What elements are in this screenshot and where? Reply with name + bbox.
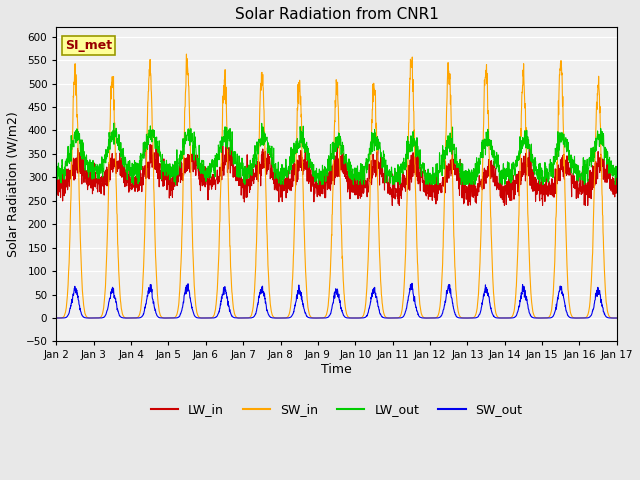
LW_in xyxy=(564,168,572,174)
Line: LW_out: LW_out xyxy=(56,123,617,184)
SW_out xyxy=(365,306,372,312)
SW_out xyxy=(408,280,416,286)
Line: LW_in: LW_in xyxy=(56,144,617,205)
LW_out xyxy=(52,170,60,176)
Line: SW_out: SW_out xyxy=(56,283,617,318)
SW_out xyxy=(209,315,216,321)
LW_out xyxy=(130,181,138,187)
LW_in xyxy=(579,182,587,188)
SW_out xyxy=(353,315,360,321)
LW_in xyxy=(353,177,361,183)
LW_in xyxy=(52,192,60,197)
SW_in xyxy=(579,315,587,321)
LW_in xyxy=(388,203,396,208)
SW_in xyxy=(564,273,572,278)
LW_out xyxy=(353,168,361,174)
LW_out xyxy=(564,148,572,154)
SW_out xyxy=(613,315,621,321)
LW_out xyxy=(613,168,621,174)
LW_in xyxy=(613,186,621,192)
SW_out xyxy=(579,315,587,321)
LW_in xyxy=(209,182,217,188)
LW_out xyxy=(209,162,217,168)
Text: SI_met: SI_met xyxy=(65,39,112,52)
SW_out xyxy=(564,312,572,317)
Title: Solar Radiation from CNR1: Solar Radiation from CNR1 xyxy=(235,7,438,22)
Line: SW_in: SW_in xyxy=(56,54,617,318)
Y-axis label: Solar Radiation (W/m2): Solar Radiation (W/m2) xyxy=(7,111,20,257)
LW_out xyxy=(579,155,587,161)
SW_in xyxy=(613,315,621,321)
LW_in xyxy=(147,142,154,147)
SW_in xyxy=(500,315,508,321)
LW_out xyxy=(500,173,508,179)
LW_out xyxy=(110,120,118,126)
SW_in xyxy=(365,223,373,228)
SW_in xyxy=(182,51,190,57)
SW_out xyxy=(52,315,60,321)
SW_in xyxy=(52,315,60,321)
Legend: LW_in, SW_in, LW_out, SW_out: LW_in, SW_in, LW_out, SW_out xyxy=(146,398,527,421)
X-axis label: Time: Time xyxy=(321,363,352,376)
LW_in xyxy=(500,187,508,193)
LW_in xyxy=(365,161,373,167)
SW_in xyxy=(209,314,217,320)
SW_out xyxy=(500,315,508,321)
SW_in xyxy=(353,315,361,321)
LW_out xyxy=(365,145,373,151)
